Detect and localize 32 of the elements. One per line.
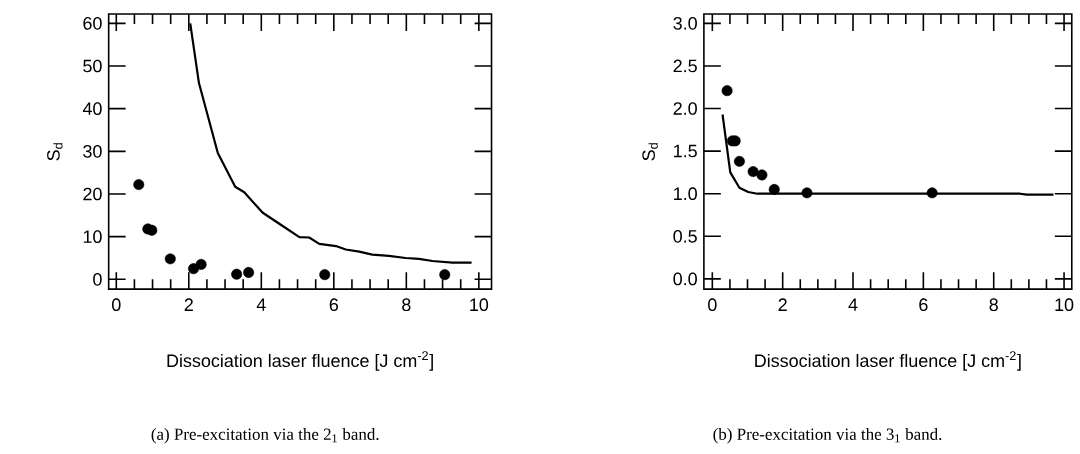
x-tick-label: 4 [848,298,858,311]
x-tick-label: 0 [112,298,121,312]
x-tick-label: 8 [402,298,411,312]
text: (b) Pre-excitation via the 3$_{1}$ band. [713,428,942,444]
y-tick-label: 2.0 [673,102,697,116]
y-tick-label: 40 [82,102,102,116]
x-tick-label: 6 [919,298,928,312]
x-axis-title: Dissociation laser fluence [J cm$^{-2}$] [167,351,433,371]
y-tick-label: 10 [83,230,102,244]
y-tick-label: 3.0 [673,17,697,30]
text: (a) Pre-excitation via the 2$_{1}$ band. [151,428,379,444]
x-tick-label: 10 [1055,298,1074,312]
y-tick-label: 0.5 [673,230,697,243]
x-tick-label: 2 [778,298,787,312]
x-axis-title: Dissociation laser fluence [J cm$^{-2}$] [755,351,1021,371]
y-tick-label: 50 [83,59,102,73]
y-tick-label: 1.0 [674,187,697,201]
y-tick-label: 1.5 [674,145,697,158]
x-tick-label: 0 [708,298,717,312]
y-tick-label: 30 [83,145,102,158]
y-tick-label: 2.5 [673,59,697,73]
x-tick-label: 8 [989,298,998,312]
y-tick-label: 20 [83,187,102,201]
y-tick-label: 0 [93,273,102,286]
x-tick-label: 2 [184,298,193,312]
y-axis-title: S$_{d}$ [642,143,658,161]
x-tick-label: 6 [329,298,339,312]
x-tick-label: 4 [256,298,266,311]
x-tick-label: 10 [470,298,489,312]
y-tick-label: 60 [83,17,102,30]
y-axis-title: S$_{d}$ [47,143,63,161]
y-tick-label: 0.0 [673,272,697,286]
